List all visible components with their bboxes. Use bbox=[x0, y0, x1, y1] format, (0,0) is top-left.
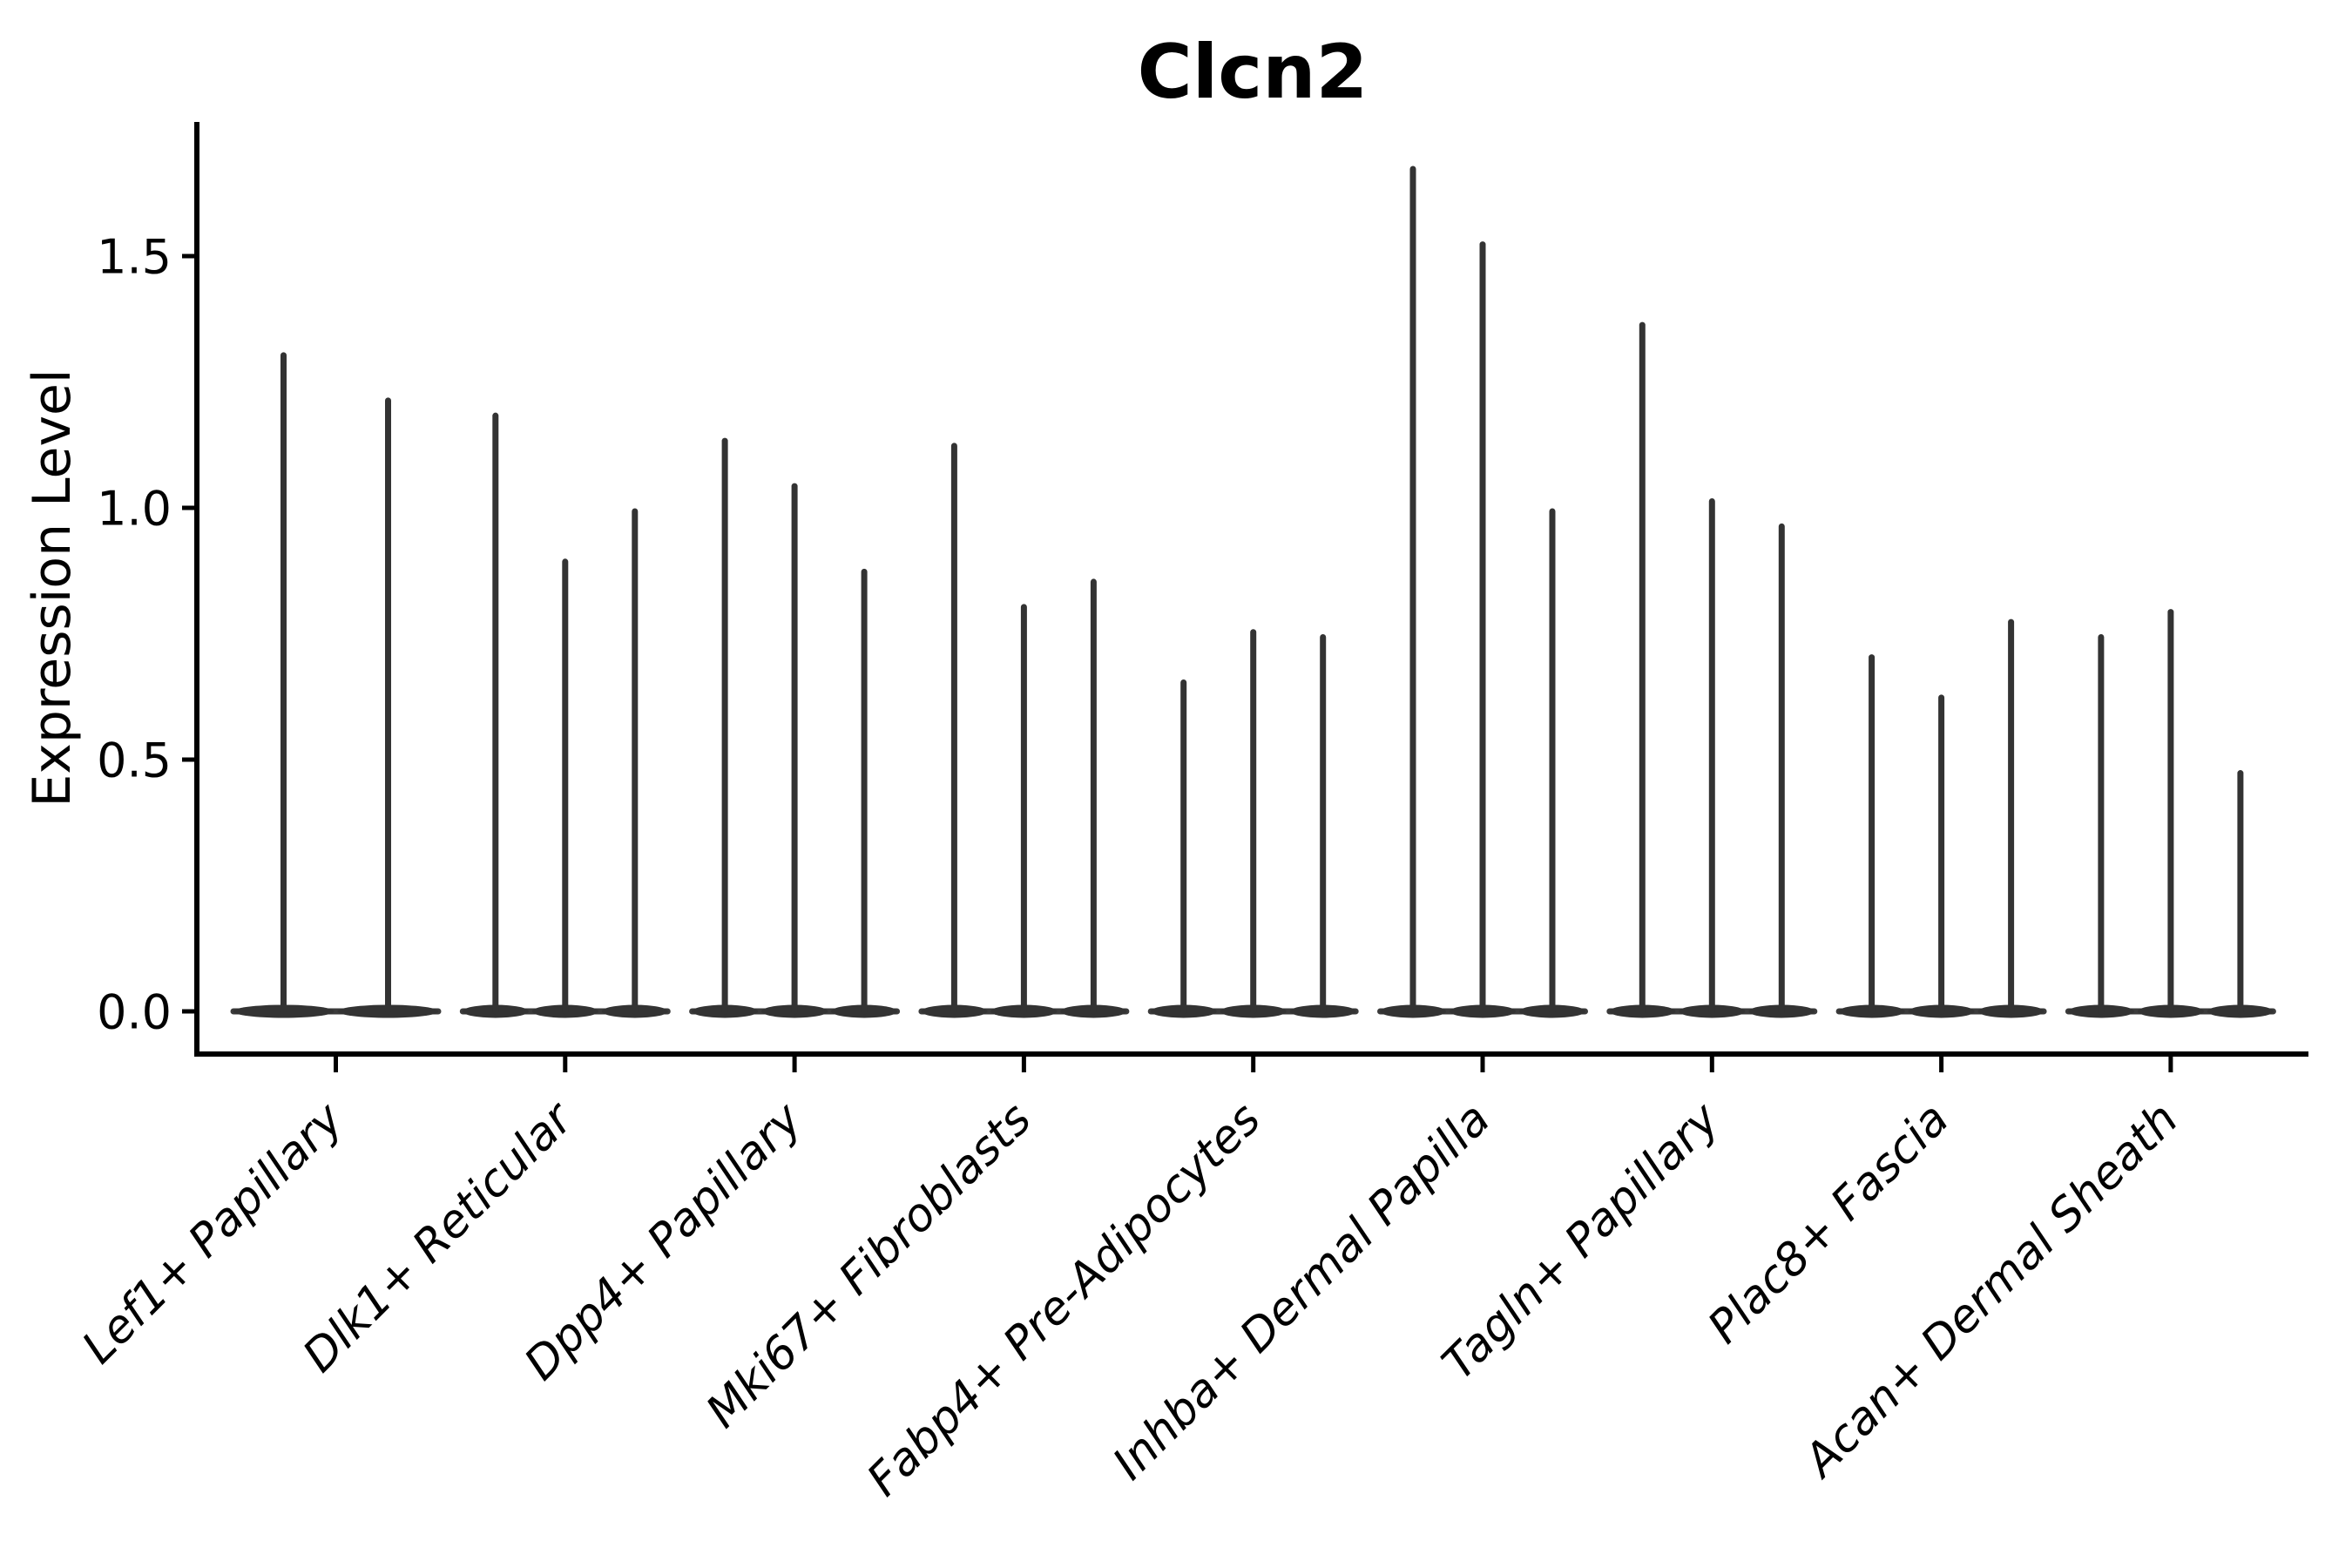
y-tick-label: 1.0 bbox=[97, 481, 172, 536]
y-tick-label: 0.0 bbox=[97, 984, 172, 1039]
x-tick-label: Plac8+ Fascia bbox=[1699, 1093, 1959, 1354]
y-tick-label: 1.5 bbox=[97, 229, 172, 284]
x-tick-label: Fabp4+ Pre-Adipocytes bbox=[857, 1093, 1271, 1507]
x-tick-label: Acan+ Dermal Sheath bbox=[1793, 1093, 2188, 1489]
violin-series bbox=[230, 166, 2276, 1018]
chart-title: Clcn2 bbox=[1138, 29, 1369, 116]
x-tick-label: Inhba+ Dermal Papilla bbox=[1103, 1093, 1500, 1490]
y-axis-ticks: 0.0 0.5 1.0 1.5 bbox=[97, 229, 197, 1039]
y-axis-label: Expression Level bbox=[22, 368, 83, 807]
axes bbox=[194, 122, 2308, 1057]
y-tick-label: 0.5 bbox=[97, 733, 172, 787]
